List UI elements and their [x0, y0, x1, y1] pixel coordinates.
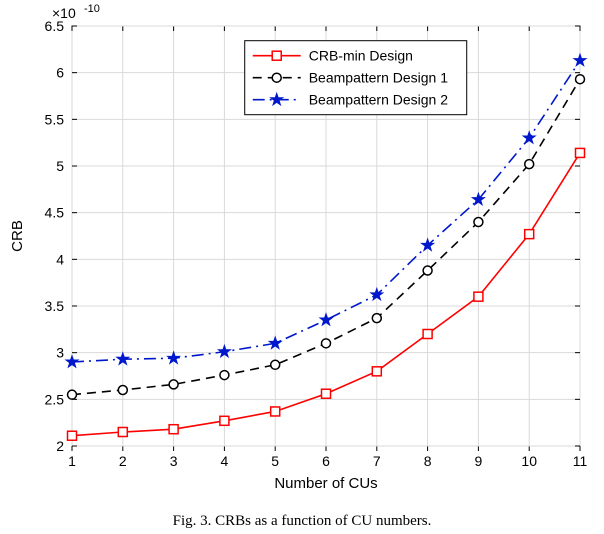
svg-text:4: 4 [56, 251, 64, 267]
figure-caption: Fig. 3. CRBs as a function of CU numbers… [0, 513, 604, 530]
svg-text:8: 8 [424, 453, 432, 469]
svg-text:3: 3 [170, 453, 178, 469]
svg-text:5: 5 [271, 453, 279, 469]
svg-text:-10: -10 [84, 3, 100, 15]
svg-text:1: 1 [68, 453, 76, 469]
svg-text:9: 9 [475, 453, 483, 469]
svg-text:2: 2 [56, 438, 64, 454]
svg-text:6: 6 [56, 65, 64, 81]
svg-text:CRB-min Design: CRB-min Design [309, 48, 413, 64]
chart-container: 123456789101122.533.544.555.566.5Number … [0, 0, 604, 534]
svg-text:3: 3 [56, 345, 64, 361]
svg-text:4: 4 [221, 453, 229, 469]
svg-text:Beampattern Design 1: Beampattern Design 1 [309, 70, 449, 86]
svg-text:CRB: CRB [9, 220, 26, 252]
svg-text:10: 10 [521, 453, 537, 469]
svg-text:7: 7 [373, 453, 381, 469]
svg-text:5.5: 5.5 [45, 111, 65, 127]
svg-text:×10: ×10 [52, 5, 76, 21]
svg-text:Beampattern Design 2: Beampattern Design 2 [309, 92, 449, 108]
svg-text:5: 5 [56, 158, 64, 174]
svg-text:2: 2 [119, 453, 127, 469]
svg-text:11: 11 [573, 453, 588, 469]
svg-text:6: 6 [322, 453, 330, 469]
legend: CRB-min Design Beampattern Design 1 Beampa… [245, 41, 467, 115]
svg-text:4.5: 4.5 [45, 205, 65, 221]
svg-text:3.5: 3.5 [45, 298, 65, 314]
crb-line-chart: 123456789101122.533.544.555.566.5Number … [0, 0, 604, 508]
svg-text:Number of CUs: Number of CUs [274, 475, 377, 492]
svg-text:2.5: 2.5 [45, 391, 65, 407]
